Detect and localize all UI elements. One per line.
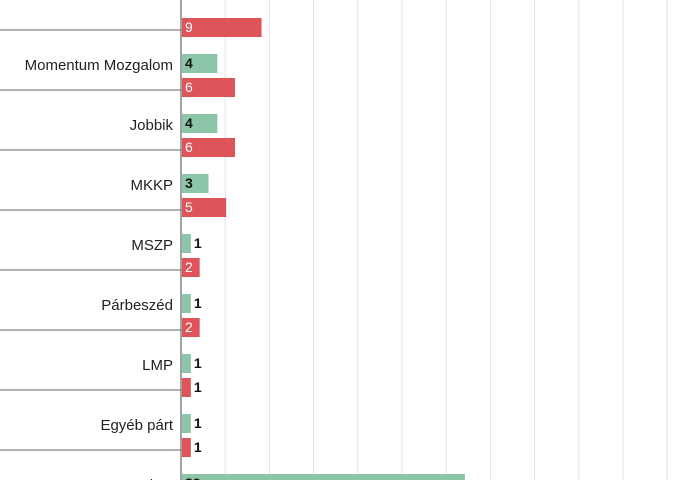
value-label: 1 xyxy=(194,355,202,371)
value-label: 9 xyxy=(185,19,193,35)
value-label: 2 xyxy=(185,259,193,275)
bar xyxy=(182,258,200,277)
category-label: Momentum Mozgalom xyxy=(25,57,173,74)
category-label: LMP xyxy=(142,357,173,374)
bar xyxy=(182,78,236,97)
bar xyxy=(182,354,191,373)
gridlines xyxy=(224,0,668,480)
category-separators xyxy=(0,29,181,451)
bar xyxy=(182,54,218,73)
bar xyxy=(182,438,191,457)
value-label: 1 xyxy=(194,295,202,311)
bars xyxy=(182,18,465,480)
value-label: 32 xyxy=(185,475,201,480)
value-label: 1 xyxy=(194,235,202,251)
bar xyxy=(182,18,262,37)
bar xyxy=(182,174,209,193)
value-label: 2 xyxy=(185,319,193,335)
value-label: 1 xyxy=(194,439,202,455)
bar xyxy=(182,114,218,133)
category-label: Egyéb párt xyxy=(100,417,173,434)
bar xyxy=(182,294,191,313)
value-label: 4 xyxy=(185,55,193,71)
bar xyxy=(182,414,191,433)
value-label: 4 xyxy=(185,115,193,131)
value-label: 1 xyxy=(194,379,202,395)
value-label: 1 xyxy=(194,415,202,431)
value-label: 6 xyxy=(185,79,193,95)
category-label: Jobbik xyxy=(130,117,174,134)
bar xyxy=(182,474,465,480)
bar xyxy=(182,378,191,397)
bar xyxy=(182,318,200,337)
bar xyxy=(182,234,191,253)
value-label: 6 xyxy=(185,139,193,155)
category-label: MSZP xyxy=(131,237,173,254)
category-label: NT/NV xyxy=(128,477,173,480)
category-label: MKKP xyxy=(130,177,173,194)
category-label: Párbeszéd xyxy=(101,297,173,314)
value-label: 3 xyxy=(185,175,193,191)
bar xyxy=(182,138,236,157)
bar xyxy=(182,198,227,217)
value-label: 5 xyxy=(185,199,193,215)
